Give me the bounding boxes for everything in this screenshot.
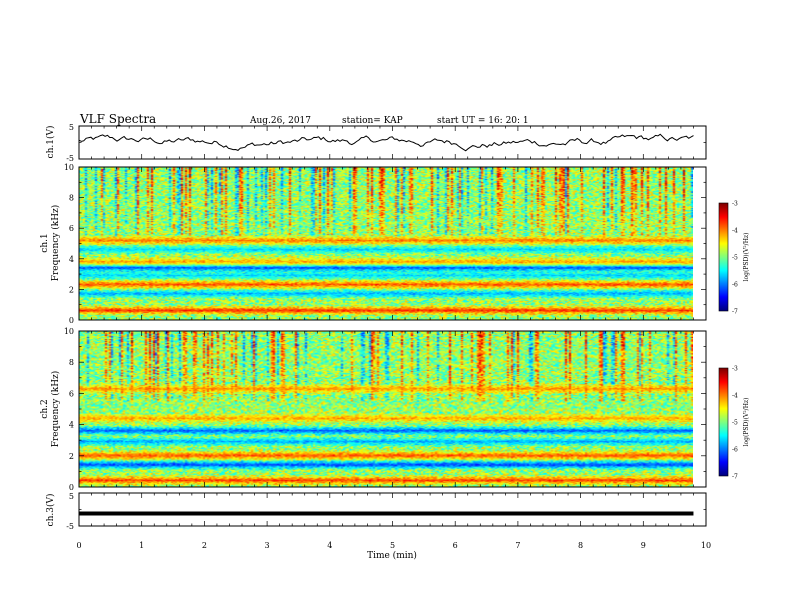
colorbar-tick-label: -5 (732, 255, 738, 262)
frequency-tick-label: 0 (69, 483, 74, 492)
frequency-tick-label: 8 (69, 194, 74, 203)
colorbar-tick-label: -6 (732, 447, 738, 454)
date-label: Aug.26, 2017 (249, 116, 311, 126)
ch1-colorbar-tick-labels: -3 -4 -5 -6 -7 (732, 201, 738, 316)
time-tick-label: 3 (265, 541, 270, 550)
start-time-label: start UT = 16: 20: 1 (437, 116, 529, 126)
ch1-spectrogram-image (79, 167, 693, 320)
time-tick-label: 4 (327, 541, 332, 550)
colorbar-tick-label: -4 (732, 228, 738, 235)
ch2-spectrogram-panel: 0 2 4 6 8 10 ch.2 Frequency (kHz) (40, 327, 707, 492)
ch1-waveform-panel: 5 -5 ch.1(V) (45, 123, 707, 163)
time-tick-label: 1 (139, 541, 144, 550)
ch1-channel-label: ch.1 (40, 233, 50, 252)
frequency-tick-label: 6 (69, 389, 74, 398)
time-axis-tick-labels: 0 1 2 3 4 5 6 7 8 9 10 (76, 541, 711, 550)
ch3-ytick-bottom: -5 (66, 522, 74, 531)
ch1-waveform-ylabel: ch.1(V) (45, 126, 56, 159)
time-axis-label: Time (min) (367, 550, 417, 561)
ch2-spectrogram-image (79, 331, 693, 487)
colorbar-tick-label: -5 (732, 420, 738, 427)
ch1-colorbar-frame (718, 202, 729, 312)
ch3-waveform-ticks (78, 492, 707, 527)
colorbar-tick-label: -6 (732, 282, 738, 289)
time-tick-label: 8 (578, 541, 583, 550)
time-tick-label: 0 (76, 541, 81, 550)
ch2-frequency-axis-label: Frequency (kHz) (50, 371, 61, 448)
frequency-tick-label: 4 (69, 255, 74, 264)
ch3-waveform-panel: 5 -5 ch.3(V) 0 1 2 3 4 5 6 7 8 9 10 Time (min) (45, 492, 711, 561)
ch3-ytick-top: 5 (69, 492, 74, 501)
frequency-tick-label: 8 (69, 358, 74, 367)
ch2-colorbar-gradient (719, 368, 728, 476)
time-tick-label: 10 (701, 541, 711, 550)
ch2-colorbar-frame (718, 367, 729, 477)
ch1-colorbar-gradient (719, 203, 728, 311)
colorbar-tick-label: -3 (732, 201, 738, 208)
ch2-channel-label: ch.2 (40, 399, 50, 418)
frequency-tick-label: 2 (69, 452, 74, 461)
frequency-tick-label: 2 (69, 285, 74, 294)
frequency-tick-label: 4 (69, 421, 74, 430)
time-tick-label: 7 (515, 541, 520, 550)
frequency-tick-label: 10 (64, 163, 74, 172)
frequency-tick-label: 0 (69, 316, 74, 325)
colorbar-tick-label: -4 (732, 393, 738, 400)
ch3-waveform-ylabel: ch.3(V) (45, 494, 56, 527)
ch1-spectrogram-ytick-labels: 0 2 4 6 8 10 (64, 163, 74, 325)
frequency-tick-label: 6 (69, 224, 74, 233)
ch1-waveform-ticks (78, 125, 707, 160)
ch1-waveform-trace (78, 133, 694, 152)
colorbar-tick-label: -3 (732, 366, 738, 373)
colorbar-tick-label: -7 (732, 309, 738, 316)
ch1-colorbar-label: log(PSD)(V²/Hz) (743, 233, 750, 282)
ch1-frequency-axis-label: Frequency (kHz) (50, 205, 61, 282)
frequency-tick-label: 10 (64, 327, 74, 336)
time-tick-label: 2 (202, 541, 207, 550)
ch2-colorbar-label: log(PSD)(V²/Hz) (743, 398, 750, 447)
ch1-spectrogram-panel: 0 2 4 6 8 10 ch.1 Frequency (kHz) (40, 163, 707, 325)
ch2-spectrogram-ytick-labels: 0 2 4 6 8 10 (64, 327, 74, 492)
ch1-colorbar: -3 -4 -5 -6 -7 log(PSD)(V²/Hz) (718, 201, 750, 316)
time-tick-label: 9 (641, 541, 646, 550)
time-tick-label: 5 (390, 541, 395, 550)
ch2-colorbar: -3 -4 -5 -6 -7 log(PSD)(V²/Hz) (718, 366, 750, 481)
ch1-spectrogram-ticks (78, 166, 707, 321)
figure-title: VLF Spectra (79, 112, 156, 126)
time-tick-label: 6 (453, 541, 458, 550)
ch2-spectrogram-ticks (78, 330, 707, 488)
ch2-colorbar-tick-labels: -3 -4 -5 -6 -7 (732, 366, 738, 481)
station-label: station= KAP (342, 116, 403, 126)
ch1-ytick-bottom: -5 (66, 154, 74, 163)
colorbar-tick-label: -7 (732, 474, 738, 481)
ch1-ytick-top: 5 (69, 123, 74, 132)
